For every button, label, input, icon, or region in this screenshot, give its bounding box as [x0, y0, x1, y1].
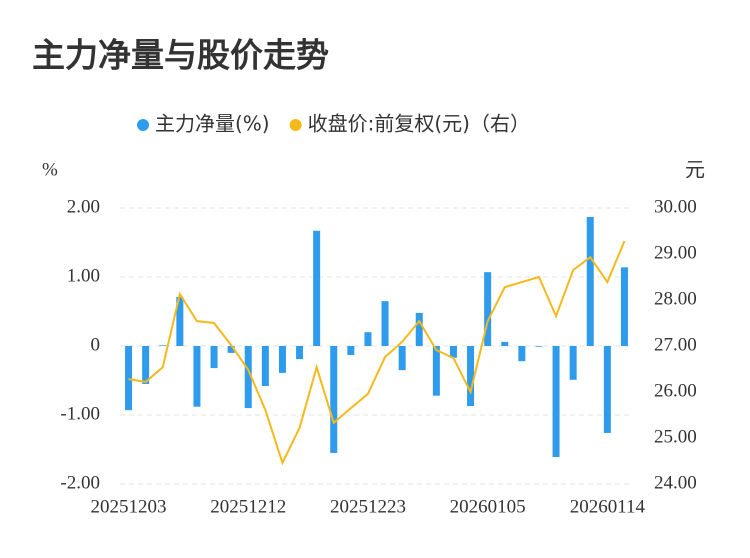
y2-tick-label: 27.00: [654, 334, 697, 355]
y2-axis-label: 元: [685, 158, 705, 182]
y-tick-label: 1.00: [67, 265, 100, 286]
bar: [261, 346, 269, 387]
legend-label: 收盘价:前复权(元)（右）: [308, 112, 530, 136]
bar: [210, 346, 218, 369]
bar: [244, 346, 252, 409]
x-tick-label: 20251223: [330, 496, 406, 517]
bar: [381, 301, 389, 346]
bar: [620, 267, 628, 346]
bar: [432, 346, 440, 396]
y2-tick-label: 29.00: [654, 242, 697, 263]
bar: [552, 346, 560, 458]
bar: [313, 230, 321, 346]
line: [128, 240, 626, 466]
bar: [569, 346, 577, 380]
chart-title: 主力净量与股价走势: [32, 36, 329, 75]
y2-tick-label: 28.00: [654, 288, 697, 309]
legend-marker: [289, 119, 302, 131]
bar: [501, 341, 509, 346]
bar: [142, 346, 150, 384]
bar: [278, 346, 286, 373]
y-tick-label: -2.00: [60, 472, 100, 493]
x-tick-label: 20260114: [570, 496, 646, 517]
y2-tick-label: 30.00: [654, 196, 697, 217]
bar: [227, 346, 235, 353]
y-tick-label: 2.00: [67, 196, 100, 217]
y2-tick-label: 24.00: [654, 472, 697, 493]
legend-label: 主力净量(%): [155, 112, 270, 136]
x-tick-label: 20260105: [450, 496, 526, 517]
y-axis-label: %: [42, 159, 58, 180]
bar: [193, 346, 201, 407]
bar: [296, 346, 304, 360]
bar: [398, 346, 406, 371]
y2-tick-label: 26.00: [654, 380, 697, 401]
bar: [364, 332, 372, 346]
legend-marker: [137, 119, 149, 131]
bar: [449, 346, 457, 358]
bar: [159, 345, 167, 346]
y-tick-label: -1.00: [60, 403, 100, 424]
y-tick-label: 0: [91, 334, 101, 355]
bar: [330, 346, 338, 453]
x-tick-label: 20251212: [210, 496, 286, 517]
bar: [518, 346, 526, 362]
bar: [347, 346, 355, 355]
bar: [586, 216, 594, 346]
bar: [415, 312, 423, 346]
x-tick-label: 20251203: [91, 496, 167, 517]
bar: [484, 272, 492, 346]
bar: [467, 346, 475, 407]
bar: [603, 346, 611, 433]
bar: [125, 346, 133, 411]
bar: [176, 297, 184, 346]
bar: [535, 346, 543, 347]
y2-tick-label: 25.00: [654, 426, 697, 447]
